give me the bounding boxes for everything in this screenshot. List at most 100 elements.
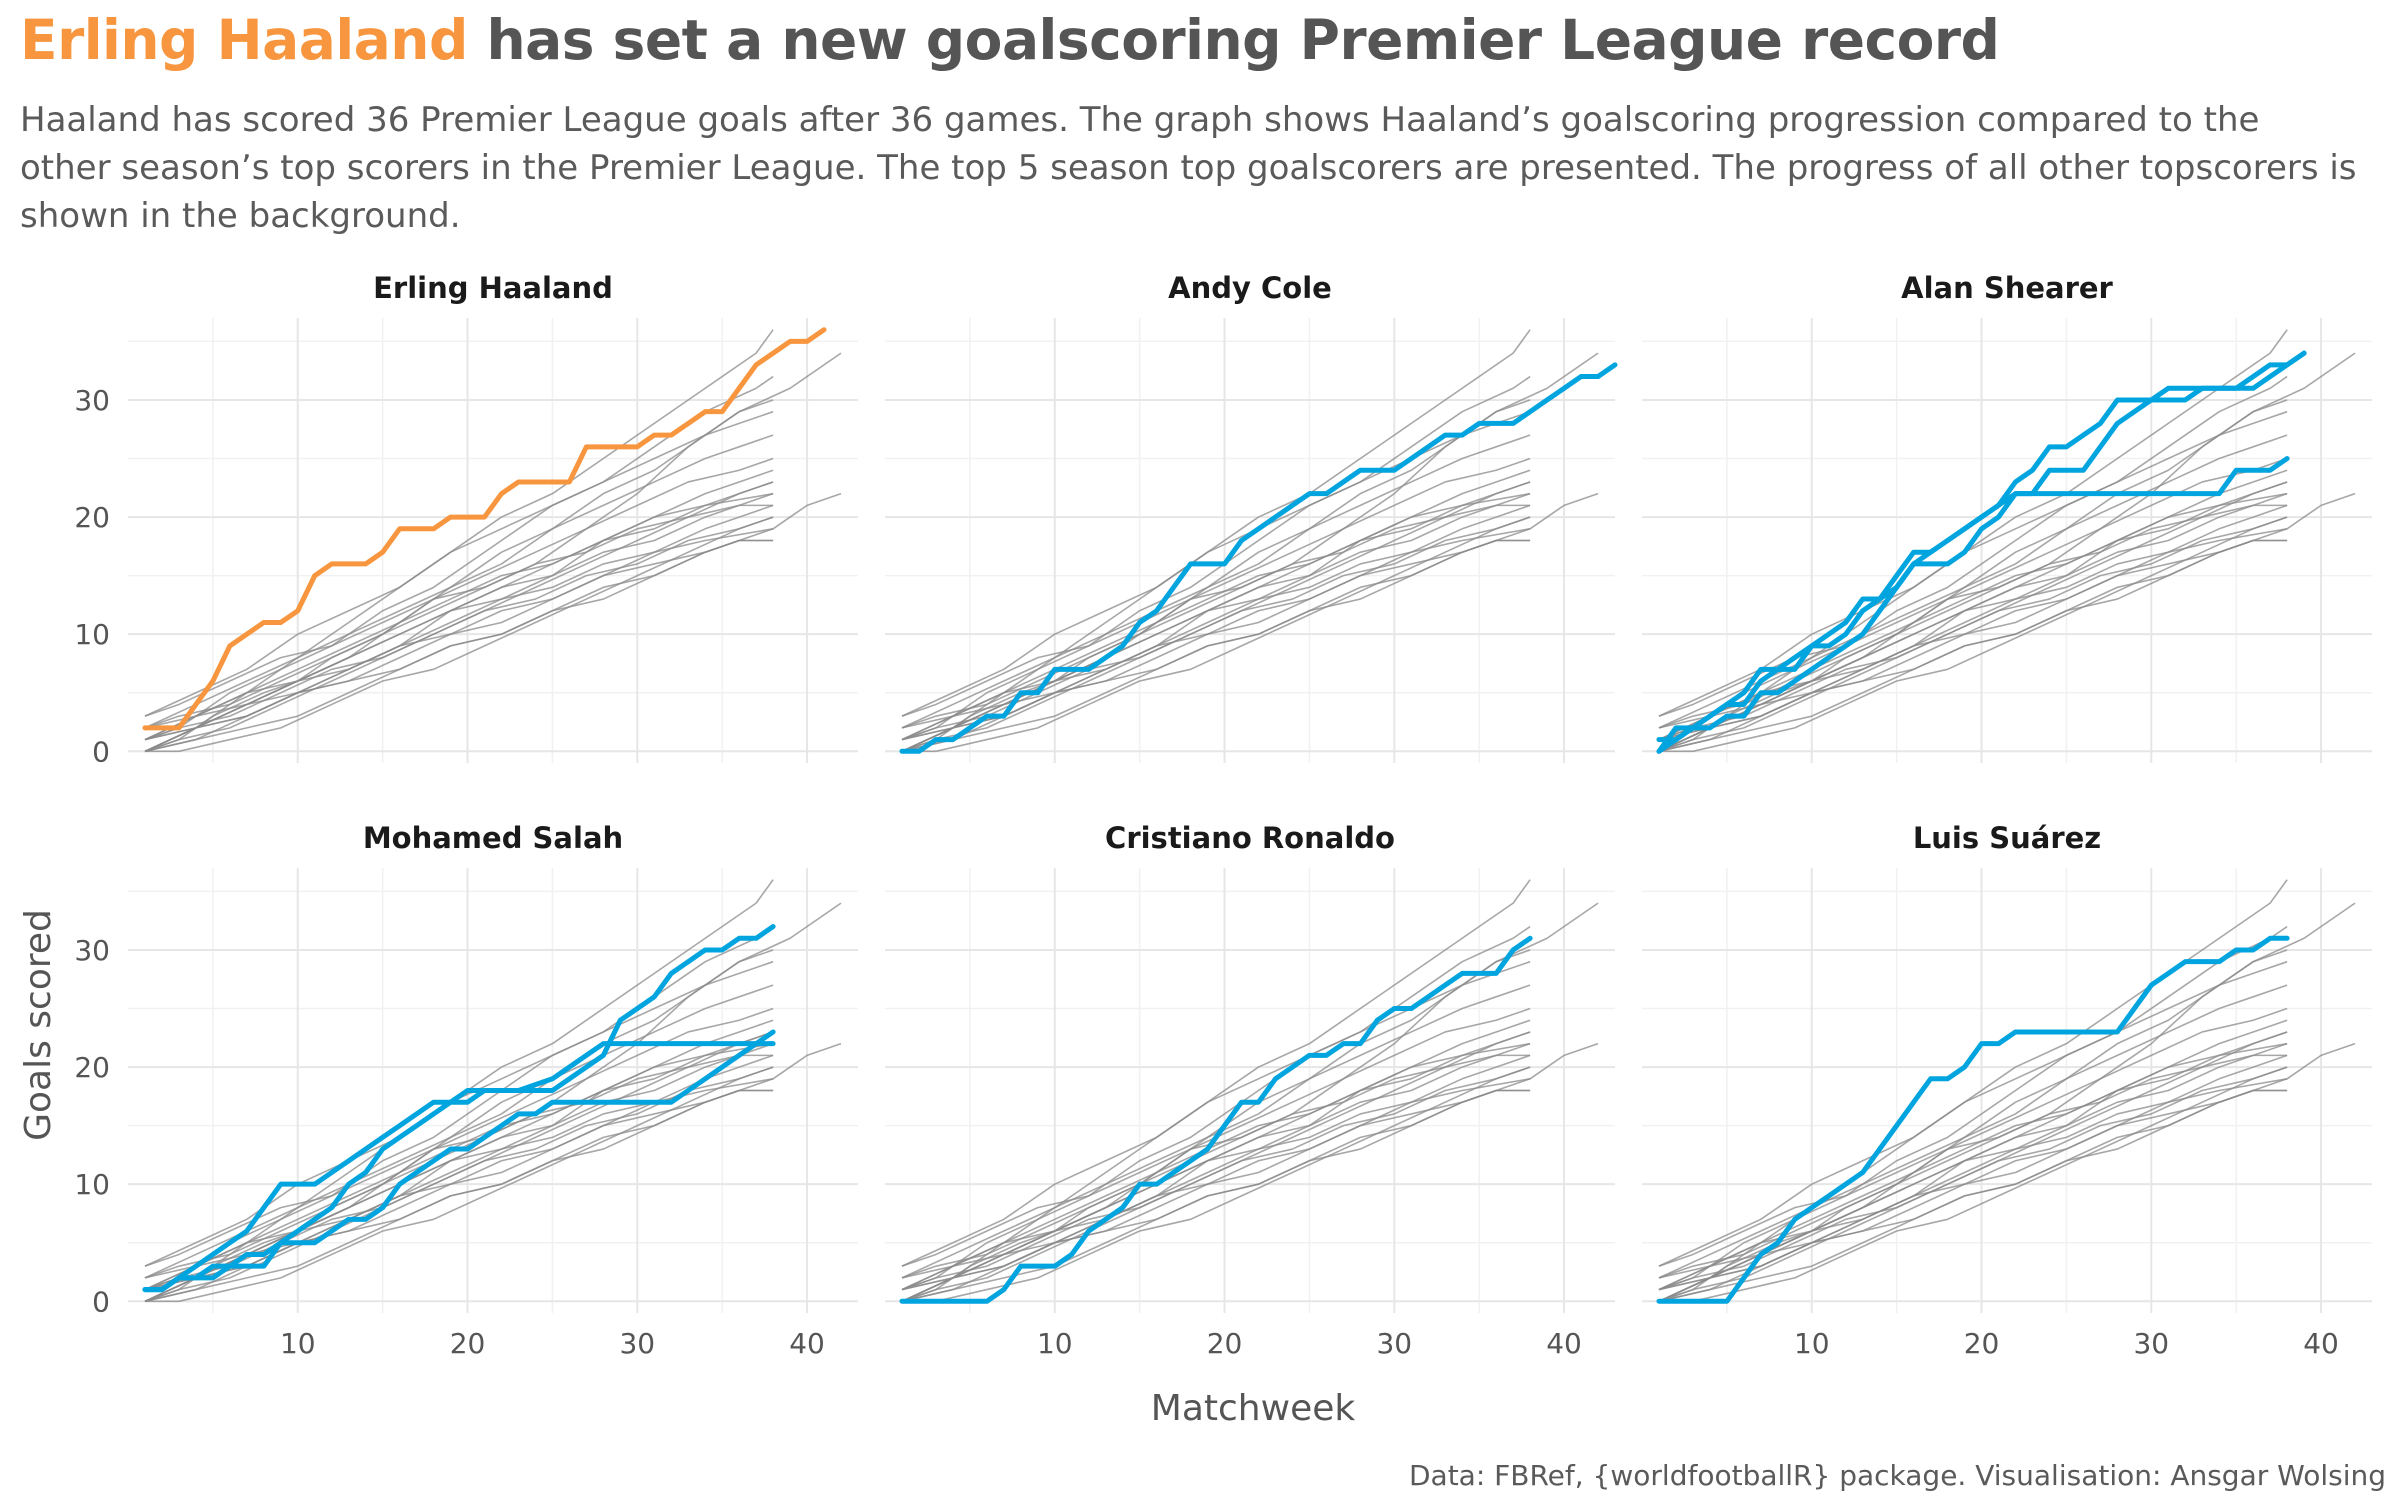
background-series-line (144, 469, 774, 753)
background-series-line (1658, 949, 2288, 1279)
y-tick-label: 0 (92, 1285, 110, 1318)
background-series-line (901, 539, 1531, 741)
background-series-line (144, 481, 774, 717)
x-axis-label: Matchweek (1151, 1388, 1356, 1429)
background-series-line (901, 1089, 1531, 1291)
background-series-line (901, 1042, 1599, 1303)
background-series-line (144, 516, 774, 741)
background-series-line (1658, 925, 2288, 1291)
background-series-line (901, 481, 1531, 717)
background-series-line (1658, 1042, 2288, 1291)
background-series-line (901, 1042, 1531, 1291)
background-series-line (1658, 879, 2288, 1303)
background-series-line (1658, 539, 2288, 741)
background-series-line (901, 1066, 1531, 1303)
background-series-line (144, 1042, 842, 1303)
background-series-line (901, 329, 1531, 753)
facet-panel: Mohamed Salah 0 10 20 30 10 20 30 40 (74, 821, 858, 1360)
background-series-line (144, 1054, 774, 1291)
background-series-line (144, 492, 774, 741)
source-caption: Data: FBRef, {worldfootballR} package. V… (1408, 1459, 2386, 1492)
x-tick-label: 20 (1207, 1327, 1243, 1360)
background-series-line (901, 469, 1531, 753)
background-series-line (1658, 1054, 2288, 1291)
y-tick-label: 30 (74, 934, 110, 967)
background-series-line (1658, 960, 2288, 1267)
highlight-series-line (1656, 456, 2290, 754)
facet-panel: Erling Haaland 0 10 20 30 (74, 271, 858, 768)
x-tick-label: 40 (2303, 1327, 2339, 1360)
background-series-line (901, 1031, 1531, 1267)
y-tick-label: 20 (74, 501, 110, 534)
facet-panel: Alan Shearer (1642, 271, 2372, 763)
background-series-line (1658, 1042, 2356, 1303)
y-tick-label: 30 (74, 384, 110, 417)
background-series-line (144, 949, 774, 1279)
background-series-line (901, 1054, 1531, 1291)
x-tick-label: 20 (450, 1327, 486, 1360)
background-series-line (1658, 516, 2288, 753)
y-axis-label: Goals scored (18, 909, 59, 1141)
background-series-line (1658, 1066, 2288, 1303)
background-series-line (144, 539, 774, 741)
background-series-line (1658, 1031, 2288, 1267)
highlight-series-line (142, 327, 827, 731)
background-series-line (901, 516, 1531, 753)
background-series-line (144, 492, 842, 753)
background-series-line (144, 879, 774, 1303)
highlight-series-line (1656, 350, 2307, 743)
facet-title: Alan Shearer (1901, 271, 2113, 305)
background-series-line (1658, 1019, 2288, 1303)
background-series-line (1658, 1089, 2288, 1291)
background-series-line (901, 960, 1531, 1267)
background-series-line (144, 1031, 774, 1267)
facet-title: Erling Haaland (373, 271, 613, 305)
background-series-line (901, 879, 1531, 1303)
background-series-line (1658, 410, 2288, 717)
y-tick-label: 20 (74, 1051, 110, 1084)
x-tick-label: 30 (619, 1327, 655, 1360)
facet-title: Andy Cole (1168, 271, 1332, 305)
y-tick-label: 10 (74, 618, 110, 651)
background-series-line (144, 410, 774, 717)
x-tick-label: 40 (1546, 1327, 1582, 1360)
x-tick-label: 20 (1964, 1327, 2000, 1360)
background-series-line (901, 457, 1531, 729)
facet-title: Luis Suárez (1913, 821, 2101, 855)
background-series-line (1658, 516, 2288, 741)
highlight-series-line (899, 362, 1618, 754)
background-series-line (901, 925, 1531, 1291)
background-series-line (144, 1066, 774, 1303)
facet-panel: Andy Cole (885, 271, 1618, 763)
background-series-line (1658, 1007, 2288, 1279)
background-series-line (144, 399, 774, 729)
background-series-line (144, 1042, 774, 1291)
facet-title: Cristiano Ronaldo (1105, 821, 1395, 855)
x-tick-label: 40 (789, 1327, 825, 1360)
background-series-line (144, 457, 774, 729)
background-series-line (1658, 492, 2356, 753)
background-series-line (901, 949, 1531, 1279)
background-series-line (901, 399, 1531, 729)
background-series-line (901, 1066, 1531, 1291)
background-series-line (901, 504, 1531, 741)
highlight-series-line (142, 1029, 776, 1293)
background-series-line (901, 1054, 1531, 1303)
facet-panel: Cristiano Ronaldo 10 20 30 40 (885, 821, 1615, 1360)
x-tick-label: 10 (1794, 1327, 1830, 1360)
background-series-line (144, 504, 774, 741)
highlight-series-line (142, 1041, 776, 1293)
facet-panel: Luis Suárez 10 20 30 40 (1642, 821, 2372, 1360)
title-highlight: Erling Haaland (20, 8, 468, 72)
background-series-line (901, 1019, 1531, 1303)
background-series-line (144, 504, 774, 753)
background-series-line (144, 516, 774, 753)
highlight-series-line (1656, 935, 2290, 1304)
highlight-series-line (142, 924, 776, 1293)
chart-subtitle: Haaland has scored 36 Premier League goa… (20, 100, 2357, 236)
highlight-series-line (899, 935, 1533, 1304)
background-series-line (901, 516, 1531, 741)
background-series-line (1658, 469, 2288, 753)
x-tick-label: 30 (2133, 1327, 2169, 1360)
